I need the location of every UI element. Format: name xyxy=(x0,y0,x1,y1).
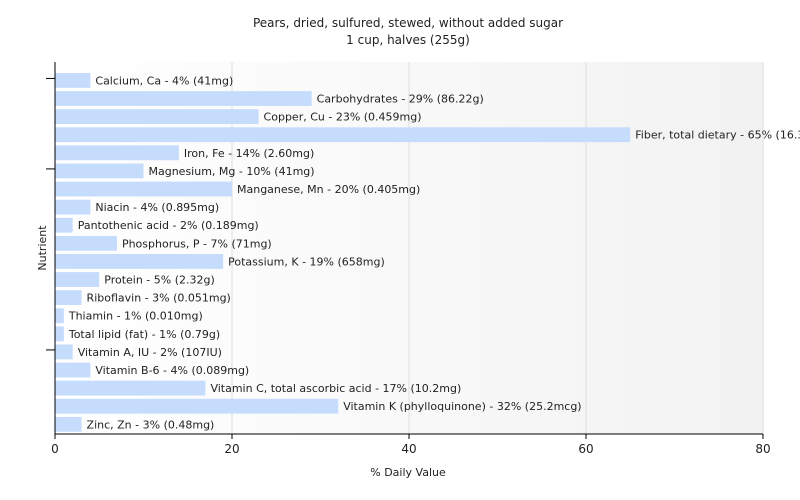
bar-label: Magnesium, Mg - 10% (41mg) xyxy=(149,165,315,178)
bar xyxy=(55,398,339,414)
bar xyxy=(55,416,82,432)
bar-label: Pantothenic acid - 2% (0.189mg) xyxy=(78,219,259,232)
bar xyxy=(55,254,224,269)
bar-label: Vitamin A, IU - 2% (107IU) xyxy=(78,346,222,359)
bar xyxy=(55,181,232,197)
bars: Calcium, Ca - 4% (41mg) Carbohydrates - 2… xyxy=(55,73,800,432)
bar-label: Niacin - 4% (0.895mg) xyxy=(95,201,219,214)
bar-label: Potassium, K - 19% (658mg) xyxy=(228,255,385,268)
bar-label: Vitamin C, total ascorbic acid - 17% (10… xyxy=(210,382,461,395)
bar-label: Carbohydrates - 29% (86.22g) xyxy=(317,93,484,106)
x-tick-label: 80 xyxy=(755,442,770,456)
bar xyxy=(55,272,100,287)
bar-label: Total lipid (fat) - 1% (0.79g) xyxy=(68,328,220,341)
x-tick-labels: 0 20 40 60 80 xyxy=(51,434,771,456)
bar xyxy=(55,199,91,215)
bar-label: Fiber, total dietary - 65% (16.3g) xyxy=(635,129,800,142)
bar-label: Calcium, Ca - 4% (41mg) xyxy=(95,74,233,87)
bar-label: Thiamin - 1% (0.010mg) xyxy=(68,310,203,323)
bar-label: Riboflavin - 3% (0.051mg) xyxy=(87,292,231,305)
chart-subtitle: 1 cup, halves (255g) xyxy=(346,33,470,47)
bar-label: Phosphorus, P - 7% (71mg) xyxy=(122,237,272,250)
x-tick-label: 20 xyxy=(224,442,239,456)
bar xyxy=(55,290,82,306)
bar xyxy=(55,344,73,360)
bar-label: Vitamin B-6 - 4% (0.089mg) xyxy=(95,364,249,377)
bar xyxy=(55,362,91,378)
bar xyxy=(55,326,64,342)
chart-title: Pears, dried, sulfured, stewed, without … xyxy=(253,16,563,30)
bar xyxy=(55,380,206,396)
bar-label: Manganese, Mn - 20% (0.405mg) xyxy=(237,183,420,196)
bar xyxy=(55,127,631,143)
bar-label: Iron, Fe - 14% (2.60mg) xyxy=(184,147,314,160)
bar xyxy=(55,91,312,106)
x-axis-label: % Daily Value xyxy=(370,466,446,479)
bar xyxy=(55,145,179,161)
x-tick-label: 60 xyxy=(578,442,593,456)
bar xyxy=(55,163,144,179)
bar-label: Vitamin K (phylloquinone) - 32% (25.2mcg… xyxy=(343,400,581,413)
bar xyxy=(55,73,91,88)
bar xyxy=(55,308,64,324)
bar xyxy=(55,235,117,251)
x-tick-label: 0 xyxy=(51,442,59,456)
x-tick-label: 40 xyxy=(401,442,416,456)
bar-label: Zinc, Zn - 3% (0.48mg) xyxy=(87,418,215,431)
y-axis-label: Nutrient xyxy=(36,225,49,271)
bar xyxy=(55,109,259,125)
bar-label: Copper, Cu - 23% (0.459mg) xyxy=(264,111,422,124)
bar-label: Protein - 5% (2.32g) xyxy=(104,274,215,287)
bar xyxy=(55,217,73,233)
